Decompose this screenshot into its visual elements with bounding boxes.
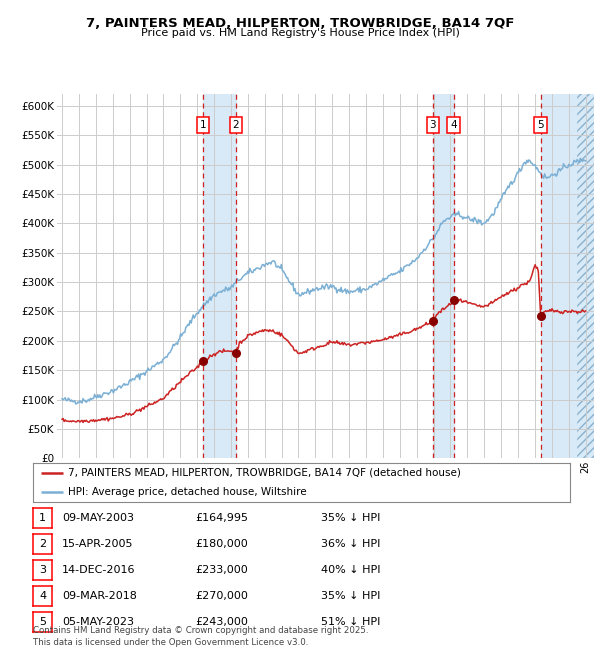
- Text: 3: 3: [430, 120, 436, 130]
- Bar: [541, 94, 576, 458]
- Text: £164,995: £164,995: [195, 513, 248, 523]
- Text: 35% ↓ HPI: 35% ↓ HPI: [321, 591, 380, 601]
- Text: £243,000: £243,000: [195, 617, 248, 627]
- Bar: [433, 94, 454, 458]
- Text: 15-APR-2005: 15-APR-2005: [62, 539, 133, 549]
- Text: 51% ↓ HPI: 51% ↓ HPI: [321, 617, 380, 627]
- Bar: [576, 94, 594, 458]
- Text: 35% ↓ HPI: 35% ↓ HPI: [321, 513, 380, 523]
- Text: £180,000: £180,000: [195, 539, 248, 549]
- Text: 1: 1: [39, 513, 46, 523]
- Text: 14-DEC-2016: 14-DEC-2016: [62, 565, 136, 575]
- Text: 09-MAY-2003: 09-MAY-2003: [62, 513, 134, 523]
- Text: 7, PAINTERS MEAD, HILPERTON, TROWBRIDGE, BA14 7QF: 7, PAINTERS MEAD, HILPERTON, TROWBRIDGE,…: [86, 17, 514, 30]
- Text: 2: 2: [233, 120, 239, 130]
- Text: 36% ↓ HPI: 36% ↓ HPI: [321, 539, 380, 549]
- Text: HPI: Average price, detached house, Wiltshire: HPI: Average price, detached house, Wilt…: [68, 487, 307, 497]
- Text: Price paid vs. HM Land Registry's House Price Index (HPI): Price paid vs. HM Land Registry's House …: [140, 28, 460, 38]
- Text: 7, PAINTERS MEAD, HILPERTON, TROWBRIDGE, BA14 7QF (detached house): 7, PAINTERS MEAD, HILPERTON, TROWBRIDGE,…: [68, 467, 461, 478]
- Text: 5: 5: [538, 120, 544, 130]
- Text: 5: 5: [39, 617, 46, 627]
- Text: Contains HM Land Registry data © Crown copyright and database right 2025.
This d: Contains HM Land Registry data © Crown c…: [33, 626, 368, 647]
- Text: £270,000: £270,000: [195, 591, 248, 601]
- Text: 4: 4: [39, 591, 46, 601]
- Text: 3: 3: [39, 565, 46, 575]
- Text: 09-MAR-2018: 09-MAR-2018: [62, 591, 137, 601]
- Text: 05-MAY-2023: 05-MAY-2023: [62, 617, 134, 627]
- Bar: [203, 94, 236, 458]
- Text: £233,000: £233,000: [195, 565, 248, 575]
- Text: 1: 1: [200, 120, 206, 130]
- Text: 4: 4: [451, 120, 457, 130]
- Text: 2: 2: [39, 539, 46, 549]
- Text: 40% ↓ HPI: 40% ↓ HPI: [321, 565, 380, 575]
